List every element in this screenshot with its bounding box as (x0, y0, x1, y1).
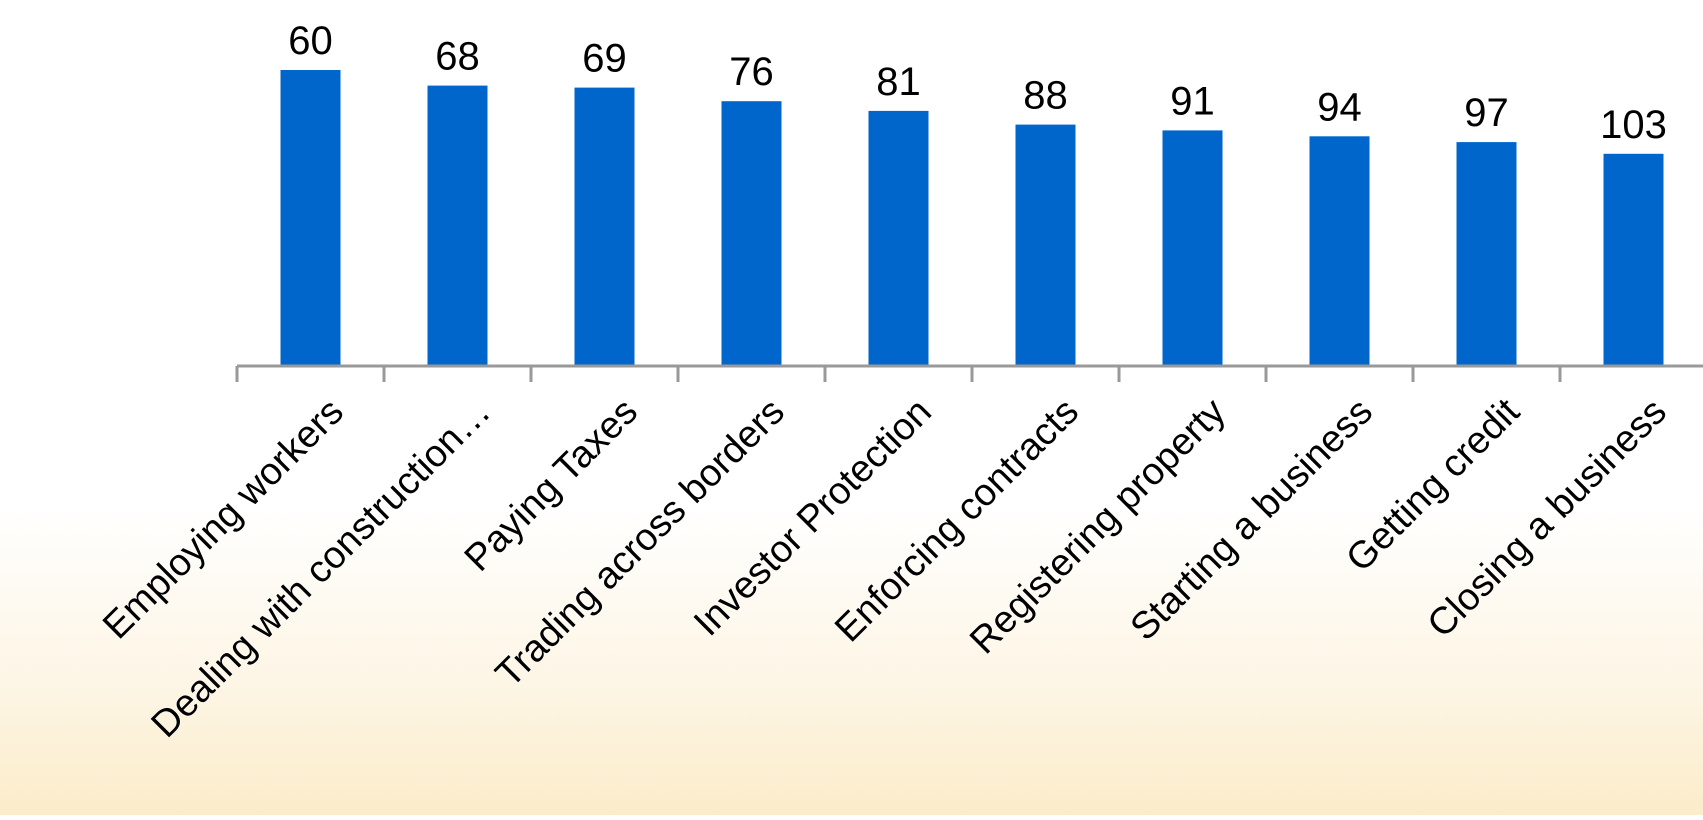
bar (280, 70, 341, 366)
x-tick-label: Closing a business (1420, 391, 1675, 646)
data-label: 81 (876, 60, 921, 104)
bar (574, 87, 635, 366)
data-label: 94 (1317, 85, 1362, 129)
data-label: 97 (1464, 91, 1509, 135)
x-tick-label: Registering property (962, 391, 1234, 663)
bars-layer (280, 70, 1664, 367)
x-tick-label: Employing workers (95, 391, 352, 648)
x-tick-label: Starting a business (1123, 391, 1381, 649)
data-label: 69 (582, 37, 627, 81)
bar (1162, 130, 1223, 366)
bar (721, 101, 782, 366)
bar (1456, 142, 1517, 366)
bar (1603, 153, 1664, 366)
data-label: 103 (1600, 103, 1667, 147)
bar (868, 110, 929, 367)
x-tick-label: Enforcing contracts (827, 391, 1087, 651)
data-label: 88 (1023, 74, 1068, 118)
bar (427, 85, 488, 366)
bar (1015, 124, 1076, 366)
data-label: 91 (1170, 79, 1215, 123)
data-label: 68 (435, 35, 480, 79)
bar (1309, 136, 1370, 366)
x-tick-label: Trading across borders (488, 391, 793, 696)
x-axis (235, 364, 1703, 382)
data-label: 60 (288, 19, 333, 63)
value-labels: 60 68 69 76 81 88 91 94 97 103 (288, 19, 1667, 147)
data-label: 76 (729, 50, 774, 94)
